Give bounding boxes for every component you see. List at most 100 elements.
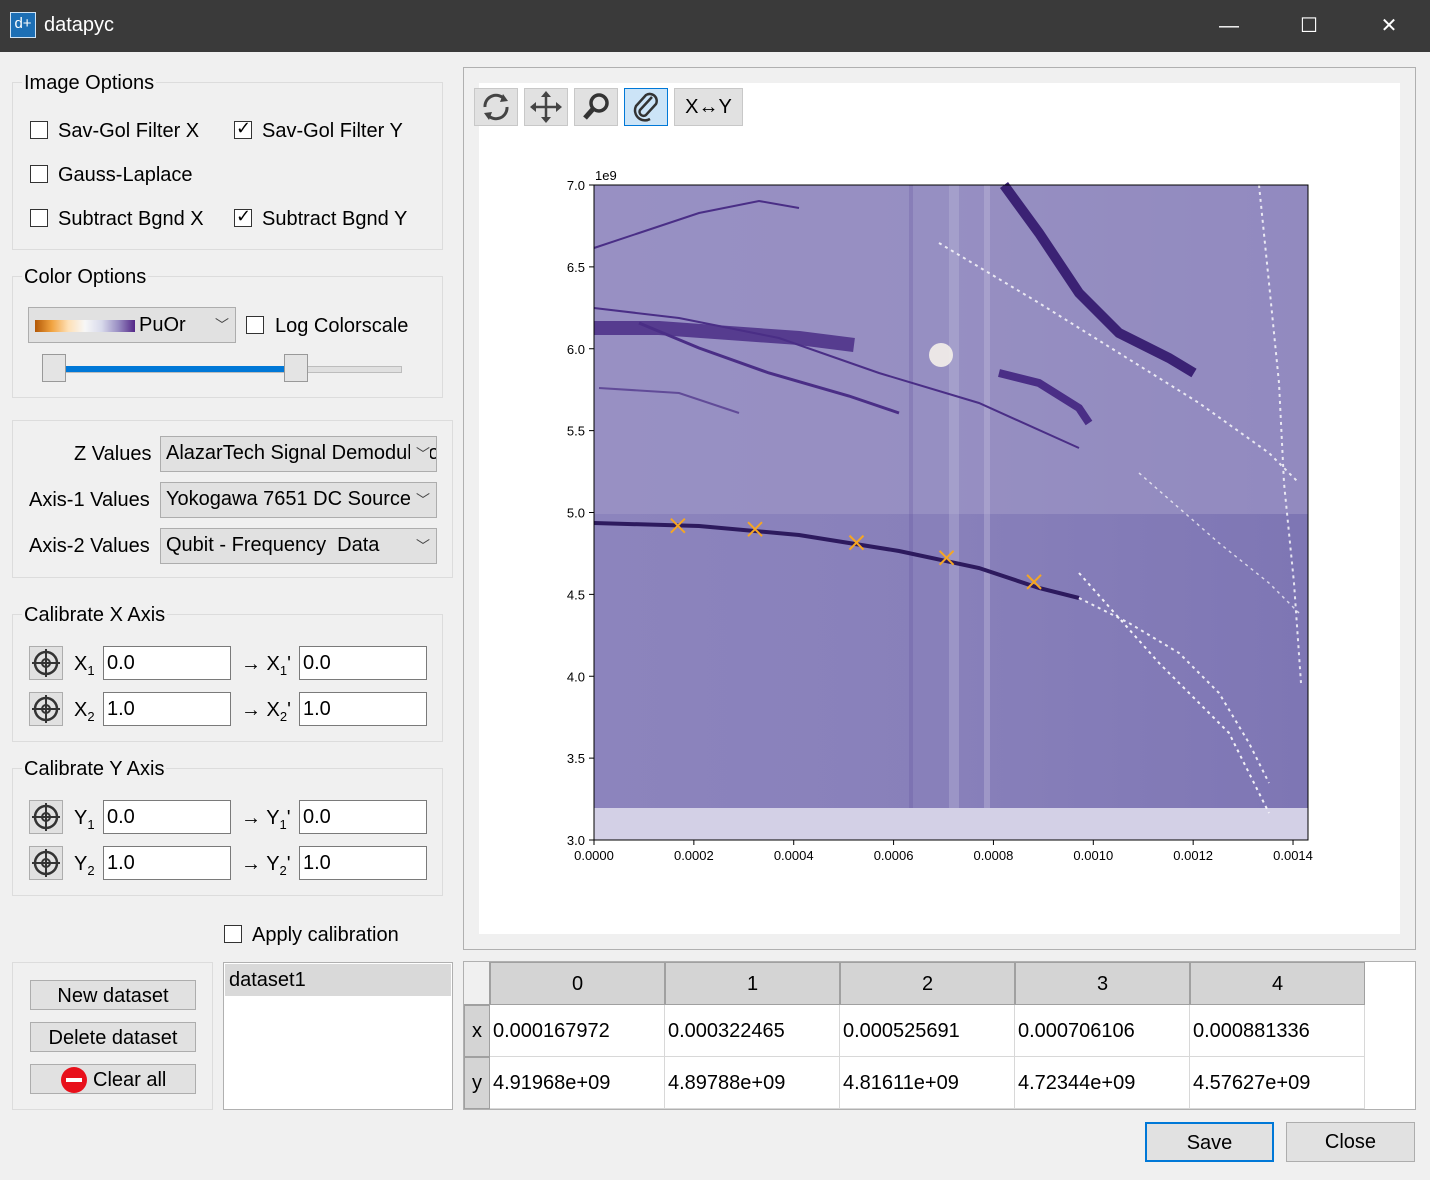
reset-view-button[interactable] bbox=[474, 88, 518, 126]
gauss-laplace-label: Gauss-Laplace bbox=[58, 164, 193, 186]
y-tick-label: 3.5 bbox=[567, 751, 585, 766]
y-tick-label: 4.5 bbox=[567, 587, 585, 602]
subtract-bgnd-x-checkbox[interactable] bbox=[30, 209, 48, 227]
maximize-icon[interactable]: ☐ bbox=[1300, 15, 1318, 37]
gauss-laplace-checkbox[interactable] bbox=[30, 165, 48, 183]
pan-button[interactable] bbox=[524, 88, 568, 126]
color-range-low-handle[interactable] bbox=[42, 354, 66, 382]
savgol-x-checkbox[interactable] bbox=[30, 121, 48, 139]
y2-input[interactable]: 1.0 bbox=[103, 846, 231, 880]
table-cell[interactable]: 0.000706106 bbox=[1015, 1005, 1190, 1057]
data-point-marker bbox=[938, 550, 955, 566]
window-title: datapyc bbox=[44, 14, 115, 36]
data-point-marker bbox=[670, 517, 686, 534]
savgol-x-label: Sav-Gol Filter X bbox=[58, 120, 200, 142]
y1-input[interactable]: 0.0 bbox=[103, 800, 231, 834]
axis2-values-text: Qubit - Frequency Data bbox=[166, 534, 380, 556]
crosshair-icon bbox=[32, 849, 60, 877]
y-axis: 3.0 3.5 4.0 4.5 5.0 5.5 6.0 6.5 7.0 bbox=[567, 178, 594, 848]
axis1-values-select[interactable]: Yokogawa 7651 DC Source ﹀ bbox=[160, 482, 437, 518]
savgol-y-label: Sav-Gol Filter Y bbox=[262, 120, 403, 142]
y-tick-label: 5.0 bbox=[567, 506, 585, 521]
table-cell[interactable]: 0.000167972 bbox=[490, 1005, 665, 1057]
x-tick-label: 0.0014 bbox=[1273, 848, 1313, 863]
color-options-title: Color Options bbox=[22, 266, 149, 289]
column-header[interactable]: 3 bbox=[1015, 962, 1190, 1005]
x-tick-label: 0.0000 bbox=[574, 848, 614, 863]
column-header[interactable]: 1 bbox=[665, 962, 840, 1005]
magnifier-icon bbox=[583, 93, 609, 120]
heatmap-chart[interactable]: 0.0000 0.0002 0.0004 0.0006 0.0008 0.0010 0.00… bbox=[479, 83, 1400, 934]
y-tick-label: 6.0 bbox=[567, 342, 585, 357]
axis2-values-select[interactable]: Qubit - Frequency Data ﹀ bbox=[160, 528, 437, 564]
table-corner bbox=[464, 962, 490, 1005]
x2-prime-label: → X2' bbox=[241, 699, 291, 724]
column-header[interactable]: 2 bbox=[840, 962, 1015, 1005]
log-colorscale-checkbox[interactable] bbox=[246, 316, 264, 334]
values-group bbox=[12, 420, 453, 578]
pick-y1-button[interactable] bbox=[29, 800, 63, 834]
subtract-bgnd-y-checkbox[interactable] bbox=[234, 206, 252, 227]
y-offset-label: 1e9 bbox=[595, 168, 617, 183]
y2-prime-input[interactable]: 1.0 bbox=[299, 846, 427, 880]
row-header-x[interactable]: x bbox=[464, 1005, 490, 1057]
calibrate-x-group bbox=[12, 614, 443, 742]
colormap-select[interactable]: PuOr ﹀ bbox=[28, 307, 236, 343]
refresh-icon bbox=[483, 93, 509, 121]
x1-prime-input[interactable]: 0.0 bbox=[299, 646, 427, 680]
title-bar bbox=[0, 0, 1430, 52]
z-values-select[interactable]: AlazarTech Signal Demodulator ﹀ bbox=[160, 436, 437, 472]
table-cell[interactable]: 4.89788e+09 bbox=[665, 1057, 840, 1109]
y1-prime-input[interactable]: 0.0 bbox=[299, 800, 427, 834]
pick-x1-button[interactable] bbox=[29, 646, 63, 680]
x-tick-label: 0.0010 bbox=[1073, 848, 1113, 863]
clear-all-label: Clear all bbox=[93, 1069, 167, 1091]
y2-label: Y2 bbox=[74, 853, 95, 878]
attach-points-button[interactable] bbox=[624, 88, 668, 126]
save-button[interactable]: Save bbox=[1145, 1122, 1274, 1162]
color-options-group bbox=[12, 276, 443, 398]
delete-dataset-button[interactable]: Delete dataset bbox=[30, 1022, 196, 1052]
column-header[interactable]: 4 bbox=[1190, 962, 1365, 1005]
chevron-down-icon: ﹀ bbox=[410, 490, 430, 510]
close-window-icon[interactable]: ✕ bbox=[1380, 15, 1398, 37]
x2-input[interactable]: 1.0 bbox=[103, 692, 231, 726]
data-point-marker bbox=[747, 521, 763, 537]
new-dataset-button[interactable]: New dataset bbox=[30, 980, 196, 1010]
table-cell[interactable]: 0.000525691 bbox=[840, 1005, 1015, 1057]
table-cell[interactable]: 0.000881336 bbox=[1190, 1005, 1365, 1057]
color-range-high-handle[interactable] bbox=[283, 354, 308, 382]
app-icon: d+ bbox=[10, 12, 36, 38]
apply-calibration-checkbox[interactable] bbox=[224, 925, 242, 943]
x2-prime-input[interactable]: 1.0 bbox=[299, 692, 427, 726]
calibrate-y-title: Calibrate Y Axis bbox=[22, 758, 167, 781]
x1-input[interactable]: 0.0 bbox=[103, 646, 231, 680]
table-cell[interactable]: 4.57627e+09 bbox=[1190, 1057, 1365, 1109]
y-tick-label: 5.5 bbox=[567, 424, 585, 439]
pick-x2-button[interactable] bbox=[29, 692, 63, 726]
colormap-label: PuOr bbox=[139, 314, 186, 336]
savgol-y-checkbox[interactable] bbox=[234, 118, 252, 139]
axis1-values-text: Yokogawa 7651 DC Source bbox=[166, 488, 411, 510]
table-cell[interactable]: 4.72344e+09 bbox=[1015, 1057, 1190, 1109]
dataset-list[interactable]: dataset1 bbox=[223, 962, 453, 1110]
table-cell[interactable]: 4.91968e+09 bbox=[490, 1057, 665, 1109]
minimize-icon[interactable]: — bbox=[1219, 15, 1239, 37]
clear-all-button[interactable]: Clear all bbox=[30, 1064, 196, 1094]
close-button[interactable]: Close bbox=[1286, 1122, 1415, 1162]
zoom-button[interactable] bbox=[574, 88, 618, 126]
swap-xy-button[interactable]: X↔Y bbox=[674, 88, 743, 126]
crosshair-icon bbox=[32, 803, 60, 831]
pick-y2-button[interactable] bbox=[29, 846, 63, 880]
colormap-preview bbox=[35, 320, 135, 332]
table-cell[interactable]: 4.81611e+09 bbox=[840, 1057, 1015, 1109]
paperclip-icon bbox=[633, 92, 658, 122]
y-tick-label: 6.5 bbox=[567, 260, 585, 275]
move-icon bbox=[530, 91, 562, 123]
x-tick-label: 0.0004 bbox=[774, 848, 814, 863]
calibrate-y-group bbox=[12, 768, 443, 896]
list-item[interactable]: dataset1 bbox=[225, 964, 451, 996]
table-cell[interactable]: 0.000322465 bbox=[665, 1005, 840, 1057]
row-header-y[interactable]: y bbox=[464, 1057, 490, 1109]
column-header[interactable]: 0 bbox=[490, 962, 665, 1005]
